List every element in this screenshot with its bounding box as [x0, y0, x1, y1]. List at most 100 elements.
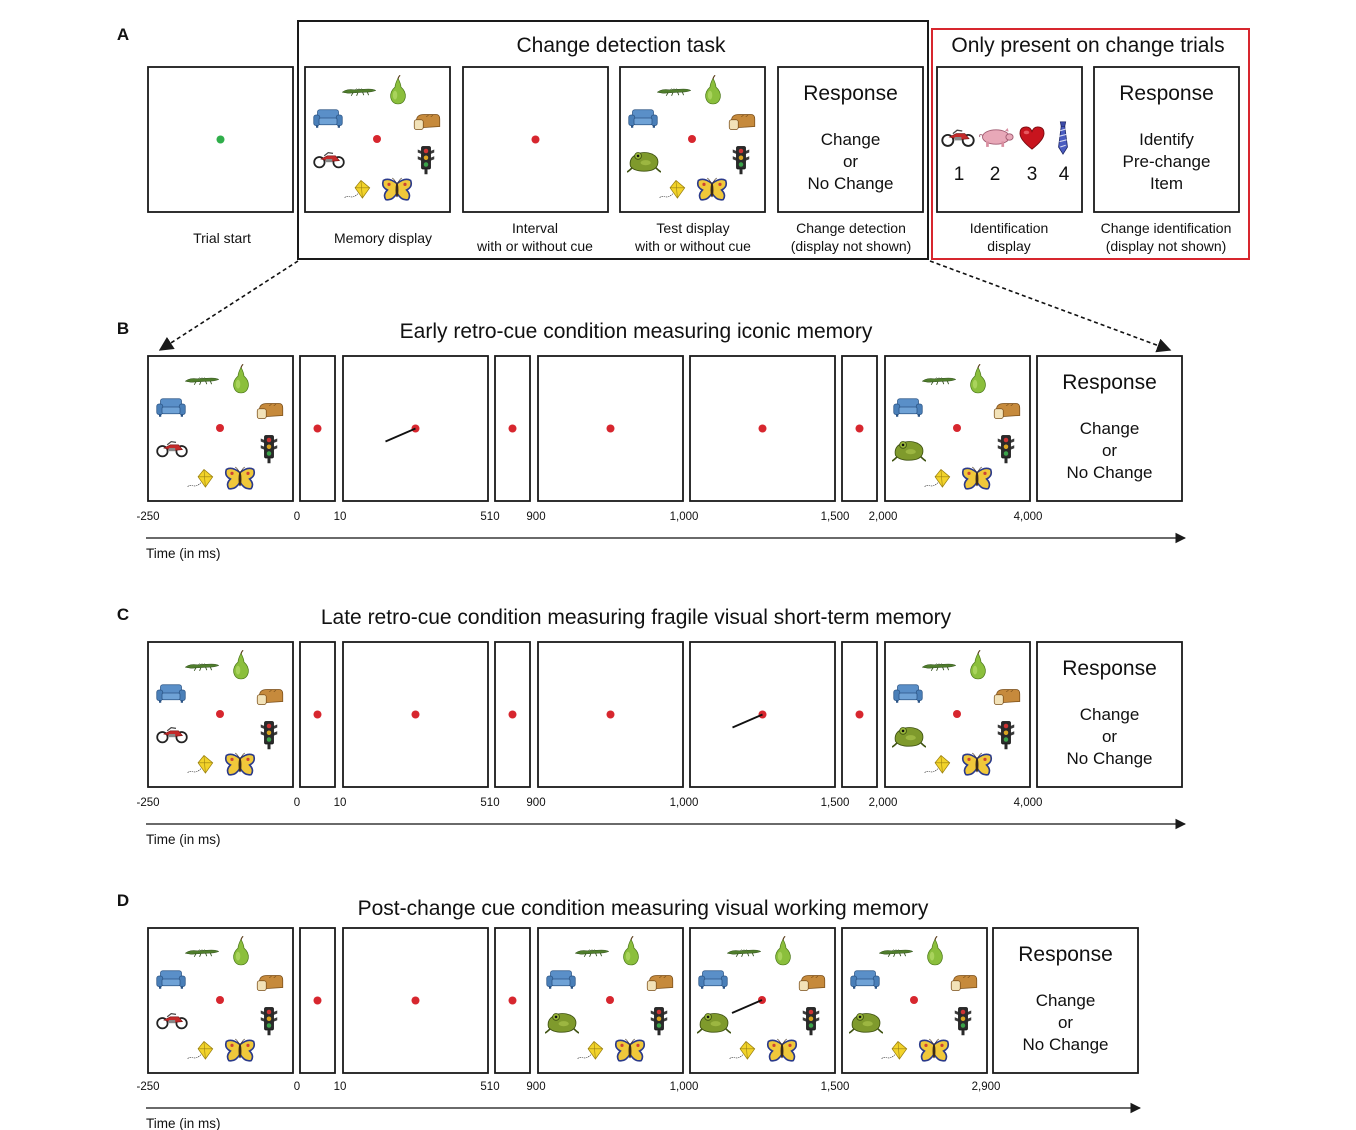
response-line: Change	[1080, 705, 1140, 724]
response-line: or	[1102, 441, 1117, 460]
fixation-dot	[606, 710, 615, 719]
fixation-dot	[508, 996, 517, 1005]
fixation-dot	[508, 710, 517, 719]
time-tick-label: 4,000	[1014, 511, 1043, 523]
caption-identification-display: Identification	[970, 220, 1049, 236]
sofa-icon	[156, 970, 186, 990]
fixation-dot	[855, 710, 864, 719]
change-detection-task-frame	[297, 20, 929, 260]
response-title: Response	[803, 82, 898, 105]
fixation-dot	[313, 424, 322, 433]
response-line: Item	[1150, 174, 1183, 193]
time-tick-label: 2,000	[869, 511, 898, 523]
time-tick-label: 0	[294, 511, 300, 523]
time-tick-label: 900	[526, 1081, 545, 1093]
caption-trial-start: Trial start	[193, 230, 251, 246]
fixation-dot	[531, 135, 540, 144]
response-line: No Change	[1066, 463, 1152, 482]
time-tick-label: 4,000	[1014, 797, 1043, 809]
fixation-dot	[313, 710, 322, 719]
sofa-icon	[893, 398, 923, 418]
fixation-dot	[855, 424, 864, 433]
fixation-dot	[411, 710, 420, 719]
panel-letter-c: C	[117, 605, 129, 624]
response-line: Change	[1080, 419, 1140, 438]
panel-letter-d: D	[117, 891, 129, 910]
time-tick-label: 1,500	[821, 511, 850, 523]
response-change-identification	[1093, 66, 1240, 213]
time-tick-label: -250	[136, 797, 159, 809]
fixation-dot	[313, 996, 322, 1005]
expand-arrow-right	[929, 260, 1172, 353]
fixation-dot	[216, 424, 224, 432]
time-tick-label: 2,900	[972, 1081, 1001, 1093]
time-tick-label: -250	[136, 511, 159, 523]
response-title: Response	[1062, 657, 1157, 680]
response-line: Pre-change	[1123, 152, 1211, 171]
response-line: Identify	[1139, 130, 1194, 149]
caption-test-display: Test display	[656, 220, 729, 236]
response-line: No Change	[807, 174, 893, 193]
panel-letter-a: A	[117, 25, 129, 44]
time-tick-label: 10	[334, 797, 347, 809]
sofa-icon	[156, 398, 186, 418]
time-tick-label: -250	[136, 1081, 159, 1093]
time-tick-label: 1,500	[821, 797, 850, 809]
sofa-icon	[156, 684, 186, 704]
panel-title: Early retro-cue condition measuring icon…	[400, 320, 873, 343]
time-axis-label: Time (in ms)	[146, 1116, 221, 1130]
time-tick-label: 1,000	[670, 511, 699, 523]
sofa-icon	[313, 109, 343, 129]
caption-change-identification: Change identification	[1101, 220, 1232, 236]
fixation-dot	[953, 424, 961, 432]
response-title: Response	[1062, 371, 1157, 394]
sofa-icon	[850, 970, 880, 990]
test-display	[884, 355, 1031, 502]
time-tick-label: 0	[294, 1081, 300, 1093]
panel-letter-b: B	[117, 319, 129, 338]
response-line: No Change	[1066, 749, 1152, 768]
caption-interval: with or without cue	[476, 238, 593, 254]
fixation-dot	[688, 135, 696, 143]
response-box	[1036, 355, 1183, 502]
time-tick-label: 10	[334, 1081, 347, 1093]
fixation-dot	[373, 135, 381, 143]
time-axis-label: Time (in ms)	[146, 546, 221, 561]
response-line: No Change	[1022, 1035, 1108, 1054]
fixation-dot	[216, 996, 224, 1004]
fixation-dot	[758, 424, 767, 433]
sofa-icon	[893, 684, 923, 704]
response-line: Change	[1036, 991, 1096, 1010]
id-number: 2	[990, 164, 1001, 185]
fixation-dot	[606, 424, 615, 433]
fixation-dot	[953, 710, 961, 718]
retro-cue-line	[385, 427, 416, 443]
caption-identification-display: display	[987, 238, 1031, 254]
response-line: or	[1102, 727, 1117, 746]
time-tick-label: 1,000	[670, 1081, 699, 1093]
time-tick-label: 510	[480, 797, 499, 809]
fixation-dot	[411, 996, 420, 1005]
sofa-icon	[546, 970, 576, 990]
fixation-dot	[508, 424, 517, 433]
id-number: 3	[1027, 164, 1038, 185]
response-change-detection	[777, 66, 924, 213]
sofa-icon	[628, 109, 658, 129]
caption-change-identification: (display not shown)	[1106, 238, 1227, 254]
time-tick-label: 510	[480, 1081, 499, 1093]
time-tick-label: 1,500	[821, 1081, 850, 1093]
fixation-dot	[606, 996, 614, 1004]
fixation-dot	[216, 135, 225, 144]
caption-interval: Interval	[512, 220, 558, 236]
time-tick-label: 0	[294, 797, 300, 809]
retro-cue-line	[732, 713, 763, 729]
caption-test-display: with or without cue	[634, 238, 751, 254]
time-tick-label: 900	[526, 797, 545, 809]
caption-change-detection: (display not shown)	[791, 238, 912, 254]
time-tick-label: 510	[480, 511, 499, 523]
response-box	[992, 927, 1139, 1074]
panel-title: Post-change cue condition measuring visu…	[358, 897, 929, 920]
sofa-icon	[698, 970, 728, 990]
response-line: or	[843, 152, 858, 171]
expand-arrow-left	[158, 260, 299, 351]
